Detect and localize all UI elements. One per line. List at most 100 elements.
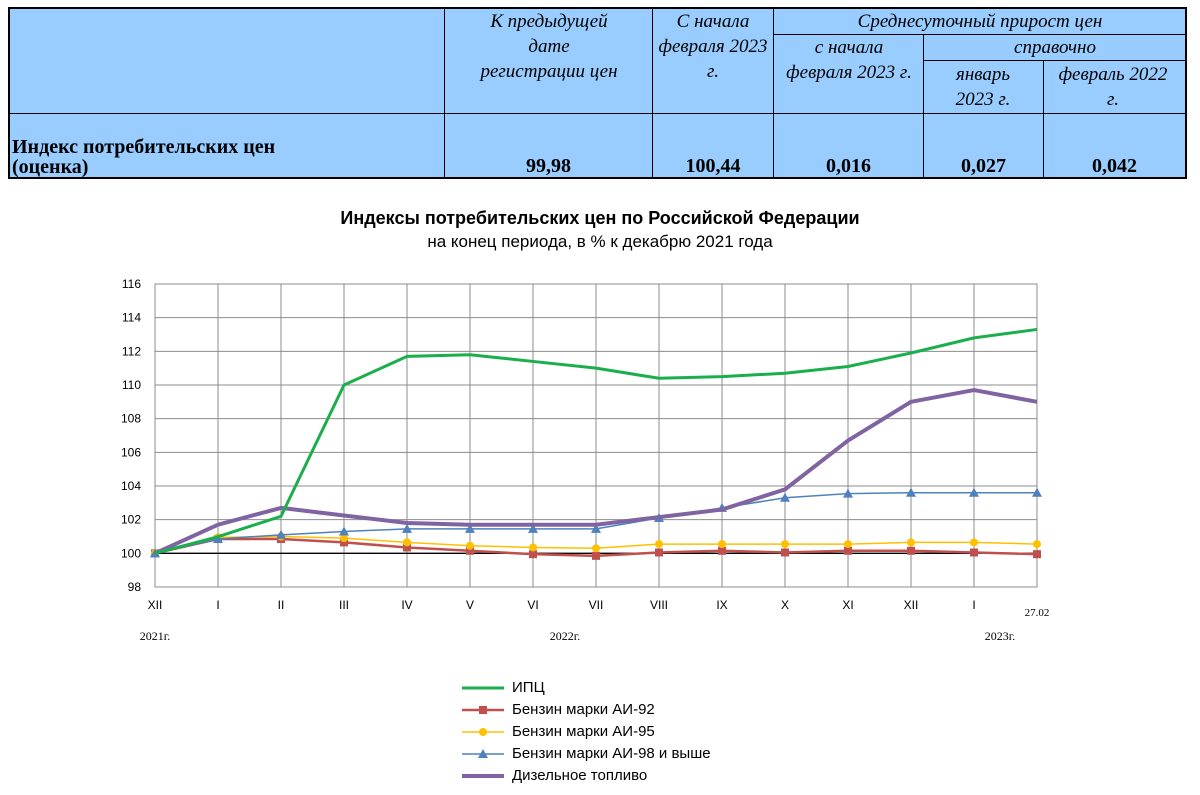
price-index-table: К предыдущей дате регистрации цен С нача… (8, 7, 1187, 179)
legend-label-diesel: Дизельное топливо (512, 767, 648, 784)
header-prev-date: К предыдущей дате регистрации цен (480, 11, 618, 82)
legend-item-diesel: Дизельное топливо (462, 765, 782, 787)
y-tick-label: 114 (122, 311, 141, 325)
table-border-bottom (8, 177, 1187, 179)
table-col-divider-4 (923, 34, 924, 179)
y-tick-label: 108 (121, 412, 141, 426)
header-avg-since-feb: с начала февраля 2023 г. (786, 37, 912, 83)
legend-item-ai92: Бензин марки АИ-92 (462, 699, 782, 721)
data-point-ai92 (655, 548, 663, 557)
data-point-ai92 (466, 546, 474, 555)
x-tick-label: VII (589, 598, 604, 612)
table-col-divider-1 (444, 7, 445, 179)
data-point-ai98 (969, 487, 979, 497)
data-point-ai95 (970, 538, 978, 547)
header-jan-2023: январь 2023 г. (955, 64, 1011, 110)
chart-legend: ИПЦ Бензин марки АИ-92 Бензин марки АИ-9… (462, 677, 782, 787)
year-label: 2022г. (550, 629, 581, 643)
x-tick-label: VIII (650, 598, 668, 612)
data-point-ai95 (529, 543, 537, 552)
value-prev-date: 99,98 (526, 155, 571, 177)
x-tick-label: X (781, 598, 789, 612)
legend-label-cpi: ИПЦ (512, 679, 545, 696)
y-tick-label: 104 (121, 479, 141, 493)
table-border-top (8, 7, 1187, 9)
data-point-ai98 (843, 488, 853, 498)
data-point-ai98 (339, 526, 349, 536)
data-point-ai98 (402, 523, 412, 533)
x-tick-label: I (972, 598, 975, 612)
year-label: 2023г. (985, 629, 1016, 643)
data-point-ai98 (780, 492, 790, 502)
data-point-ai92 (340, 538, 348, 547)
legend-swatch-cpi (462, 686, 504, 690)
legend-label-ai92: Бензин марки АИ-92 (512, 701, 655, 718)
data-point-ai98 (276, 529, 286, 539)
x-tick-label: V (466, 598, 474, 612)
legend-swatch-diesel (462, 774, 504, 778)
data-point-ai95 (844, 540, 852, 549)
data-point-ai98 (465, 523, 475, 533)
data-point-ai92 (592, 551, 600, 560)
series-cpi (154, 327, 1038, 555)
data-point-ai92 (718, 546, 726, 555)
legend-item-ai95: Бензин марки АИ-95 (462, 721, 782, 743)
data-point-ai95 (1033, 540, 1041, 549)
legend-label-ai98: Бензин марки АИ-98 и выше (512, 745, 711, 762)
data-point-ai95 (781, 540, 789, 549)
x-tick-label: III (339, 598, 349, 612)
value-since-feb: 100,44 (685, 155, 741, 177)
chart-subtitle: на конец периода, в % к декабрю 2021 год… (427, 232, 773, 251)
legend-item-cpi: ИПЦ (462, 677, 782, 699)
x-tick-label: I (216, 598, 219, 612)
data-point-ai95 (592, 544, 600, 553)
data-point-ai98 (906, 487, 916, 497)
data-point-ai95 (340, 534, 348, 543)
legend-swatch-ai95 (462, 728, 504, 736)
data-point-ai98 (591, 523, 601, 533)
row-label-cpi: Индекс потребительских цен (оценка) (12, 136, 276, 178)
header-avg-daily: Среднесуточный прирост цен (857, 11, 1103, 32)
x-tick-label: XII (148, 598, 163, 612)
value-jan-2023: 0,027 (961, 155, 1006, 177)
table-border-left (8, 7, 10, 179)
data-point-ai95 (403, 538, 411, 547)
legend-marker-ai95 (479, 728, 487, 736)
data-point-ai95 (718, 540, 726, 549)
y-tick-label: 102 (121, 513, 141, 527)
series-diesel (154, 388, 1038, 556)
data-point-ai98 (528, 523, 538, 533)
x-tick-label: II (278, 598, 285, 612)
legend-item-ai98: Бензин марки АИ-98 и выше (462, 743, 782, 765)
y-tick-label: 100 (121, 546, 141, 560)
data-point-ai98 (1032, 487, 1042, 497)
year-label: 2021г. (140, 629, 171, 643)
data-point-ai92 (529, 550, 537, 559)
legend-label-ai95: Бензин марки АИ-95 (512, 723, 655, 740)
value-avg-since-feb: 0,016 (826, 155, 871, 177)
header-since-feb: С начала февраля 2023 г. (658, 11, 768, 82)
header-reference: справочно (1014, 37, 1096, 58)
x-tick-label: 27.02 (1025, 607, 1050, 619)
x-tick-label: VI (527, 598, 538, 612)
data-point-ai92 (403, 543, 411, 552)
legend-marker-ai92 (479, 706, 487, 714)
data-point-ai98 (213, 534, 223, 544)
table-col-divider-2 (652, 7, 653, 179)
y-tick-label: 116 (122, 277, 141, 291)
data-point-ai92 (1033, 550, 1041, 559)
table-subheader-divider (773, 34, 1187, 35)
data-point-ai92 (907, 546, 915, 555)
series-line-cpi (154, 327, 1038, 555)
table-header-divider (8, 113, 1187, 114)
y-tick-label: 98 (128, 580, 142, 594)
y-tick-label: 112 (122, 344, 141, 358)
data-point-ai95 (655, 540, 663, 549)
x-tick-label: IX (716, 598, 727, 612)
x-tick-label: XI (842, 598, 853, 612)
chart-title: Индексы потребительских цен по Российско… (340, 208, 860, 228)
y-tick-label: 106 (121, 445, 141, 459)
data-point-ai95 (466, 541, 474, 550)
series-line-diesel (154, 388, 1038, 556)
